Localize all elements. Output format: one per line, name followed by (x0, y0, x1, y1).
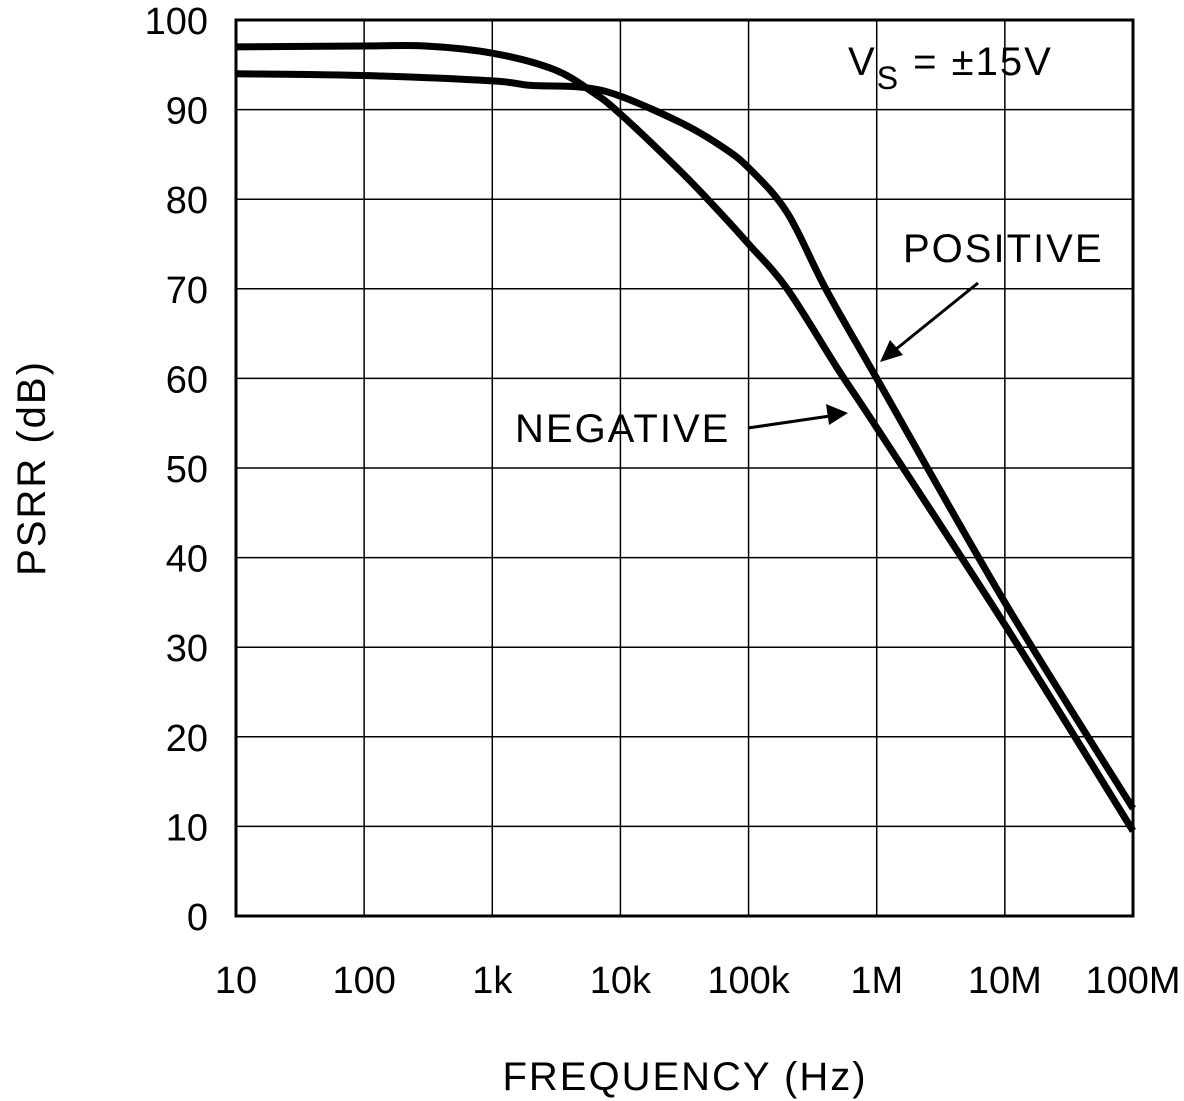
grid (234, 18, 1135, 918)
tick-labels: 10 100 1k 10k 100k 1M 10M 100M01020304050607080… (145, 1, 1181, 1002)
y-tick-label: 10 (166, 807, 208, 849)
series-line-negative (235, 41, 1136, 833)
x-tick-label: 100k (707, 960, 790, 1002)
x-tick-label: 10k (590, 960, 652, 1002)
x-tick-label: 1k (472, 960, 513, 1002)
x-tick-label: 100 (332, 960, 395, 1002)
y-tick-label: 30 (166, 628, 208, 670)
x-tick-label: 100M (1085, 960, 1180, 1002)
annotation-positive: POSITIVE (903, 227, 1104, 271)
x-tick-label: 1M (850, 960, 903, 1002)
y-tick-label: 70 (166, 270, 208, 312)
curves (235, 41, 1136, 833)
x-tick-label: 10 (215, 960, 257, 1002)
condition-label: VS = ±15V (848, 40, 1053, 96)
y-tick-label: 20 (166, 718, 208, 760)
arrow-positive (880, 281, 979, 362)
x-tick-label: 10M (968, 960, 1042, 1002)
y-tick-label: 0 (187, 897, 208, 939)
annotation-negative: NEGATIVE (515, 407, 730, 451)
arrow-negative (747, 404, 848, 430)
y-tick-label: 40 (166, 539, 208, 581)
y-axis-label: PSRR (dB) (10, 360, 54, 576)
y-tick-label: 60 (166, 359, 208, 401)
y-tick-label: 100 (145, 1, 208, 43)
y-tick-label: 80 (166, 180, 208, 222)
plot-frame (234, 18, 1135, 918)
x-axis-label: FREQUENCY (Hz) (502, 1055, 867, 1099)
y-tick-label: 90 (166, 91, 208, 133)
series-line-positive (235, 70, 1136, 811)
y-tick-label: 50 (166, 449, 208, 491)
